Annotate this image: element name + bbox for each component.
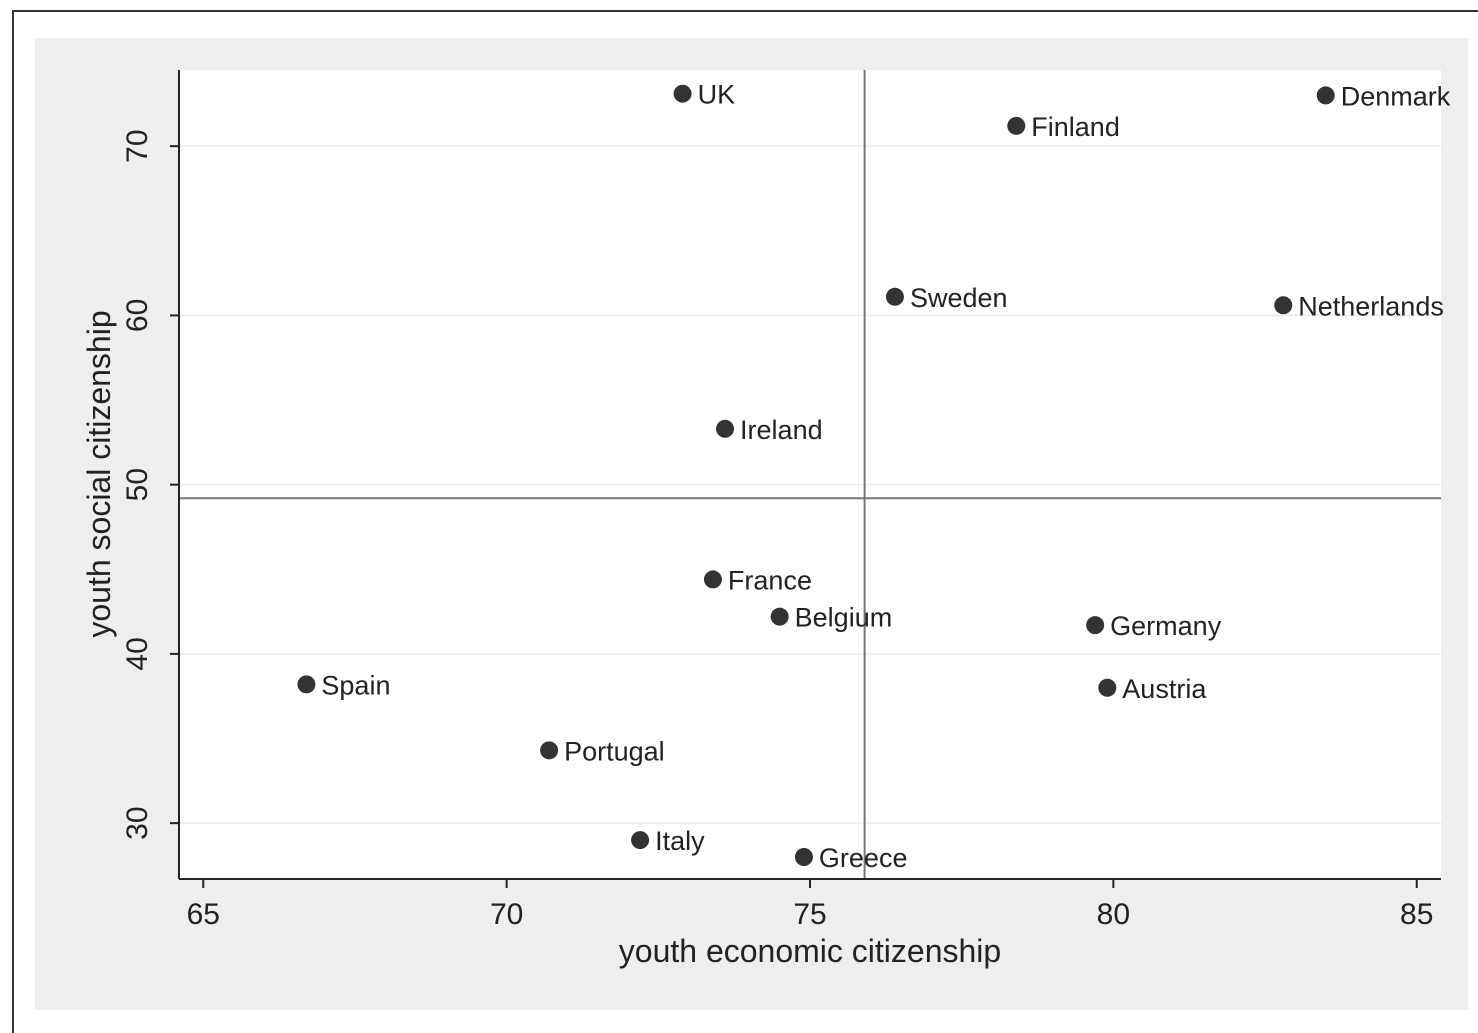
- point-label: Netherlands: [1298, 291, 1444, 321]
- point-label: UK: [698, 80, 736, 110]
- grid-lines: [179, 145, 1441, 825]
- y-tick-label: 60: [121, 299, 154, 332]
- x-tick-label: 70: [490, 898, 523, 931]
- data-point: [716, 419, 735, 438]
- x-tick-label: 80: [1097, 898, 1130, 931]
- y-tick-label: 50: [121, 468, 154, 501]
- data-point: [1098, 678, 1117, 697]
- point-label: Finland: [1031, 112, 1120, 142]
- data-point: [885, 287, 904, 306]
- y-tick-label: 30: [121, 806, 154, 839]
- data-point: [1086, 616, 1105, 635]
- point-label: Sweden: [910, 283, 1008, 313]
- data-point: [1007, 116, 1026, 135]
- point-label: Italy: [655, 826, 705, 856]
- y-tick-label: 40: [121, 637, 154, 670]
- data-point: [794, 847, 813, 866]
- data-point: [703, 570, 722, 589]
- data-point: [770, 607, 789, 626]
- point-label: Belgium: [795, 603, 893, 633]
- point-label: Portugal: [564, 736, 665, 766]
- point-label: Greece: [819, 843, 908, 873]
- data-point: [673, 84, 692, 103]
- data-point: [297, 675, 316, 694]
- y-axis-label: youth social citizenship: [81, 310, 117, 637]
- x-tick-label: 65: [187, 898, 220, 931]
- point-label: Ireland: [740, 415, 823, 445]
- data-point: [1274, 296, 1293, 315]
- y-tick-label: 70: [121, 129, 154, 162]
- point-label: Germany: [1110, 611, 1222, 641]
- x-tick-label: 85: [1400, 898, 1433, 931]
- point-label: France: [728, 565, 812, 595]
- x-tick-label: 75: [793, 898, 826, 931]
- point-label: Austria: [1122, 674, 1207, 704]
- data-point: [1316, 86, 1335, 105]
- data-point: [631, 831, 650, 850]
- point-label: Denmark: [1341, 81, 1451, 111]
- axes: 65 70 75 80 85 30 40 50 60 70: [121, 70, 1441, 931]
- data-points: UK Finland Denmark Sweden Netherlands Ireland…: [297, 80, 1451, 873]
- point-label: Spain: [321, 670, 390, 700]
- plot-area: [179, 70, 1441, 879]
- x-axis-label: youth economic citizenship: [619, 933, 1001, 969]
- reference-lines: [179, 70, 1441, 879]
- data-point: [540, 741, 559, 760]
